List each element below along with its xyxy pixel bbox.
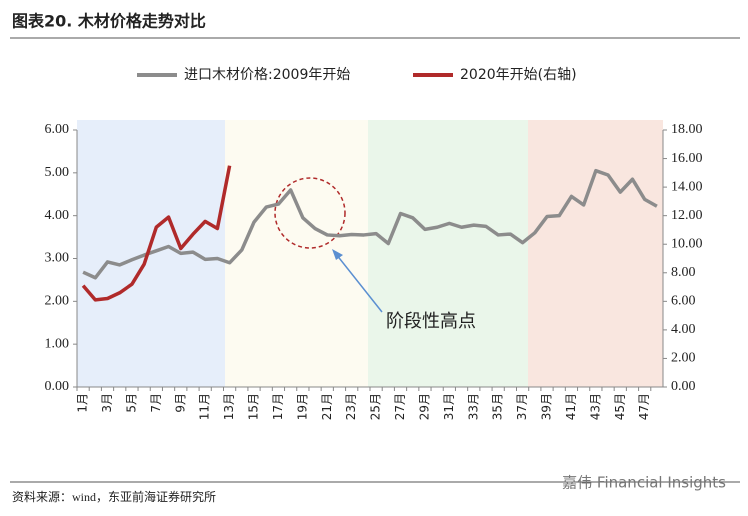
y2-tick-label: 16.00 [671, 151, 703, 166]
x-tick-label: 33月 [466, 393, 480, 420]
y2-tick-label: 8.00 [671, 265, 696, 280]
x-tick-label: 23月 [344, 393, 358, 420]
x-tick-label: 19月 [295, 393, 309, 420]
y2-tick-label: 12.00 [671, 208, 703, 223]
y-tick-label: 4.00 [45, 208, 70, 223]
x-tick-label: 3月 [100, 393, 114, 413]
y2-tick-label: 14.00 [671, 179, 703, 194]
watermark: 嘉伟 Financial Insights [562, 474, 726, 492]
y2-tick-label: 6.00 [671, 294, 696, 309]
arrow-head [332, 249, 343, 260]
y2-tick-label: 4.00 [671, 322, 696, 337]
x-tick-label: 31月 [442, 393, 456, 420]
annotation: 阶段性高点 [386, 311, 476, 332]
highlight-circle [274, 177, 346, 249]
x-tick-label: 29月 [417, 393, 431, 420]
y-tick-label: 0.00 [45, 379, 70, 394]
arrow-line [335, 253, 383, 313]
x-tick-label: 35月 [491, 393, 505, 420]
x-tick-label: 43月 [588, 393, 602, 420]
x-tick-label: 5月 [124, 393, 138, 413]
series-line [81, 165, 232, 302]
x-tick-label: 45月 [613, 393, 627, 420]
y-tick-label: 6.00 [45, 122, 70, 137]
y-tick-label: 3.00 [45, 251, 70, 266]
x-tick-label: 15月 [247, 393, 261, 420]
region-pink [528, 120, 663, 387]
y2-tick-label: 0.00 [671, 379, 696, 394]
x-tick-label: 47月 [637, 393, 651, 420]
chart-title: 图表20. 木材价格走势对比 [12, 12, 206, 31]
x-tick-label: 7月 [149, 393, 163, 413]
y2-tick-label: 2.00 [671, 351, 696, 366]
y2-tick-label: 10.00 [671, 236, 703, 251]
y-tick-label: 5.00 [45, 165, 70, 180]
y-tick-label: 1.00 [45, 336, 70, 351]
legend-label: 进口木材价格:2009年开始 [184, 67, 350, 83]
source: 资料来源：wind，东亚前海证券研究所 [12, 489, 216, 504]
x-tick-label: 1月 [76, 393, 90, 413]
y-tick-label: 2.00 [45, 294, 70, 309]
x-tick-label: 17月 [271, 393, 285, 420]
x-tick-label: 27月 [393, 393, 407, 420]
x-tick-label: 37月 [515, 393, 529, 420]
series-line [82, 168, 658, 280]
x-tick-label: 39月 [540, 393, 554, 420]
region-yellow [225, 120, 368, 387]
x-tick-label: 11月 [198, 393, 212, 420]
x-tick-label: 9月 [173, 393, 187, 413]
region-green [368, 120, 528, 387]
x-tick-label: 25月 [369, 393, 383, 420]
x-tick-label: 41月 [564, 393, 578, 420]
y2-tick-label: 18.00 [671, 122, 703, 137]
legend-label: 2020年开始(右轴) [460, 67, 577, 83]
x-tick-label: 21月 [320, 393, 334, 420]
x-tick-label: 13月 [222, 393, 236, 420]
